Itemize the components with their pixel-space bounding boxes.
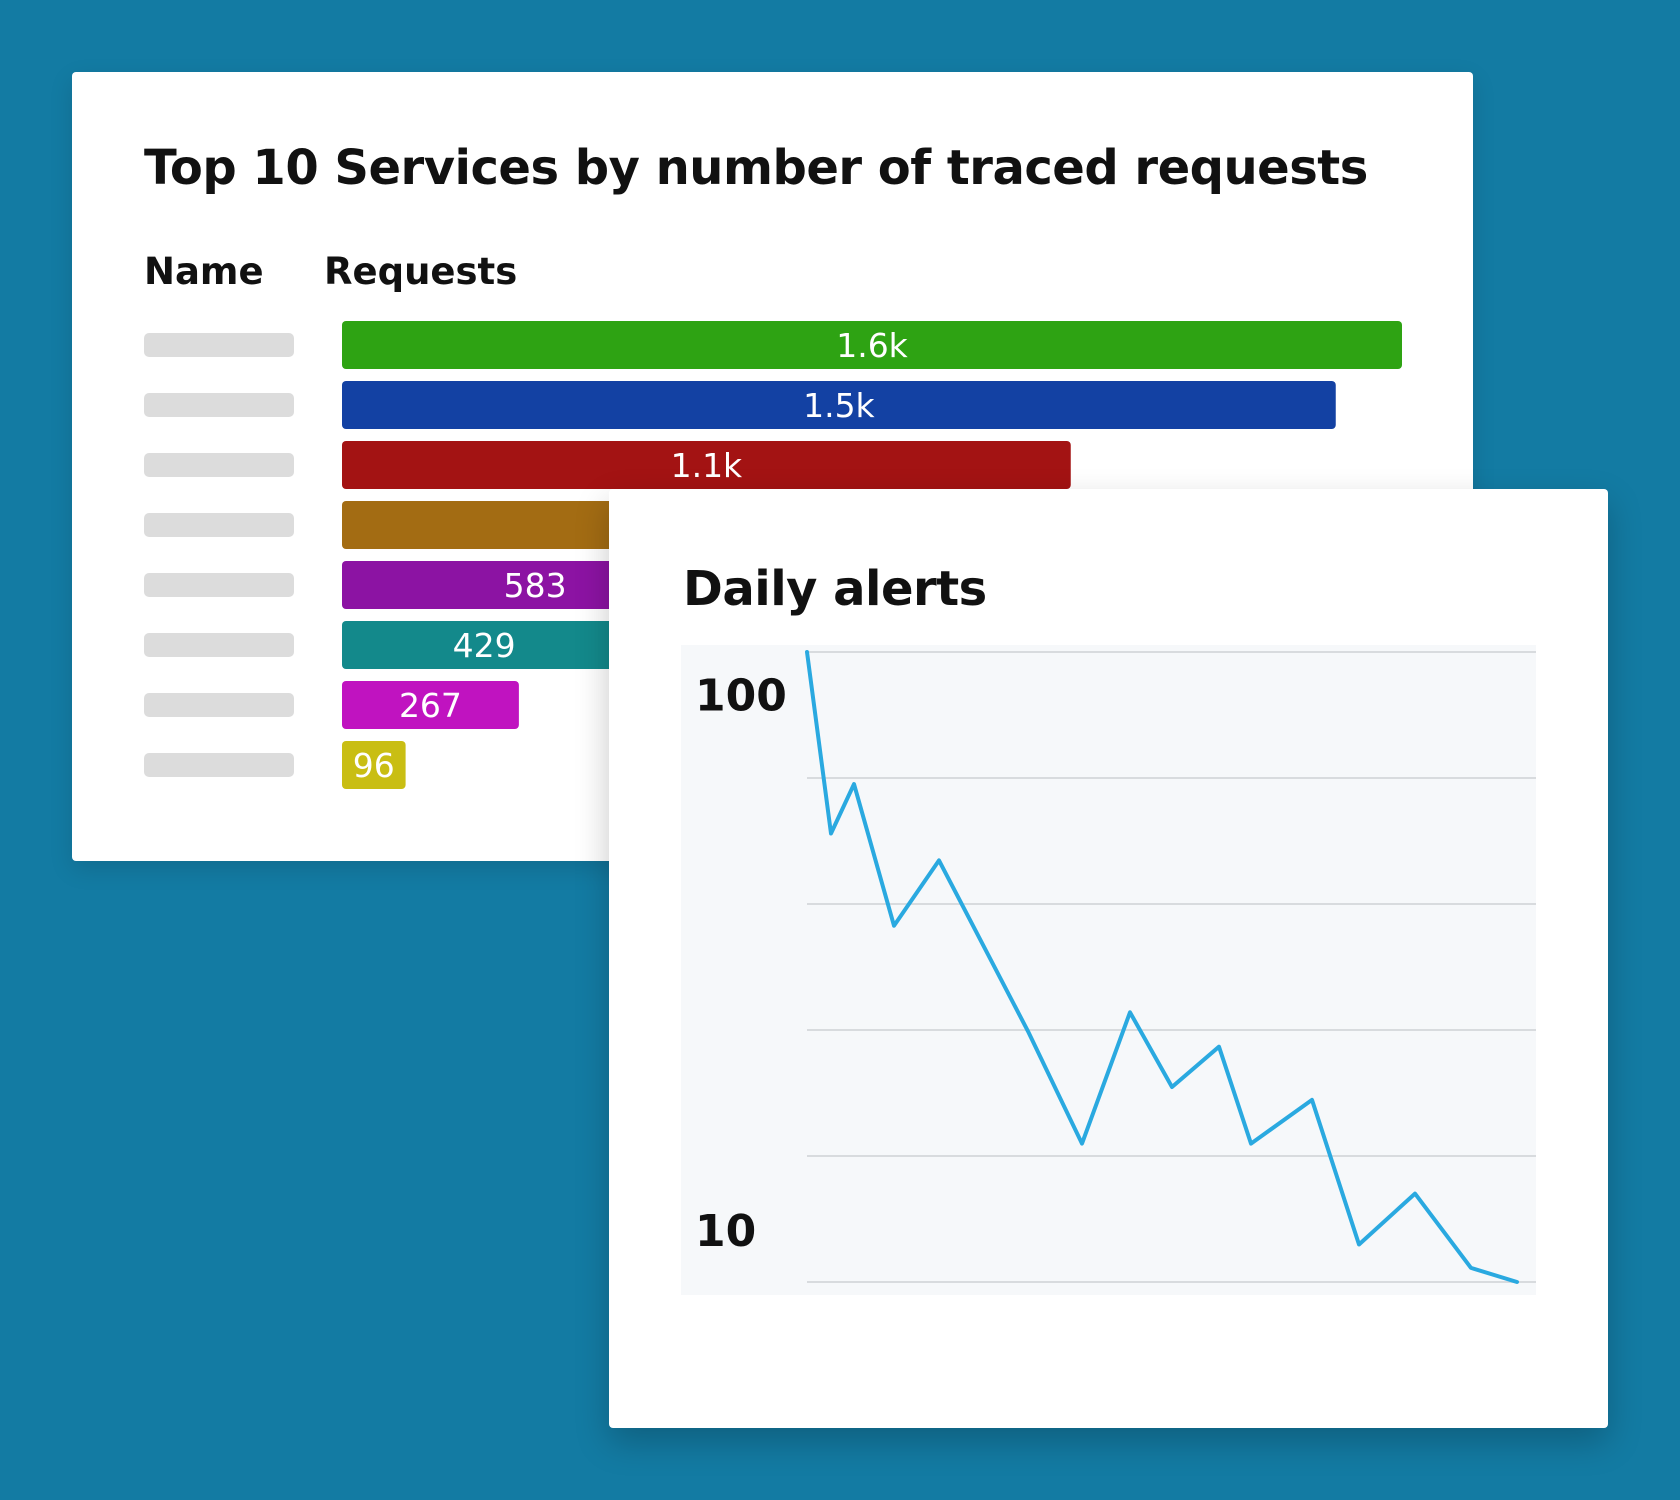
name-column-header: Name: [144, 250, 264, 293]
bar-chart-title: Top 10 Services by number of traced requ…: [144, 140, 1368, 196]
bar-value-label: 267: [399, 686, 462, 725]
line-chart-panel: Daily alerts 100 10: [609, 489, 1608, 1428]
bar: [342, 741, 406, 789]
service-name-placeholder: [144, 693, 294, 717]
service-name-placeholder: [144, 333, 294, 357]
bar: [342, 681, 519, 729]
bar-value-label: 583: [504, 566, 567, 605]
bar-value-label: 96: [353, 746, 395, 785]
service-name-placeholder: [144, 453, 294, 477]
service-name-placeholder: [144, 393, 294, 417]
line-chart-title: Daily alerts: [683, 561, 987, 617]
service-name-placeholder: [144, 753, 294, 777]
bar-value-label: 1.5k: [803, 386, 875, 425]
bar: [342, 441, 1071, 489]
bar-value-label: 1.6k: [836, 326, 908, 365]
service-name-placeholder: [144, 573, 294, 597]
bar-value-label: 429: [453, 626, 516, 665]
y-tick-label: 100: [695, 670, 787, 721]
requests-column-header: Requests: [324, 250, 518, 293]
bar-value-label: 1.1k: [671, 446, 743, 485]
series-line: [805, 650, 1519, 1284]
y-tick-label: 10: [695, 1206, 756, 1257]
plot-area: [681, 645, 1536, 1295]
service-name-placeholder: [144, 633, 294, 657]
bar: [342, 621, 627, 669]
bar: [342, 381, 1336, 429]
line-chart-plot: 100 10: [681, 645, 1536, 1295]
bar: [342, 321, 1402, 369]
service-name-placeholder: [144, 513, 294, 537]
